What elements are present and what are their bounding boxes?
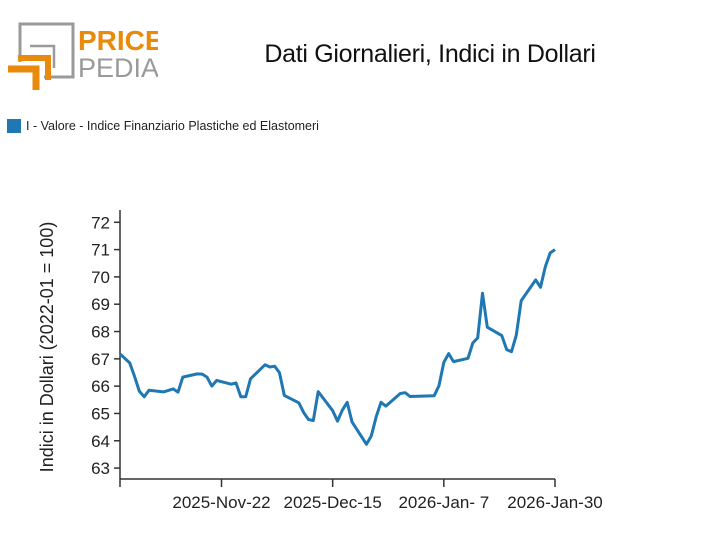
svg-text:PRICE: PRICE xyxy=(78,25,158,56)
axes: 63 64 65 66 67 68 69 70 71 72 2025-Nov-22 2025-Dec-… xyxy=(91,210,603,512)
y-tick-label: 64 xyxy=(91,432,110,451)
legend: I - Valore - Indice Finanziario Plastich… xyxy=(7,119,319,133)
y-tick-label: 67 xyxy=(91,350,110,369)
x-tick-label: 2025-Dec-15 xyxy=(284,493,382,512)
legend-swatch xyxy=(7,119,21,133)
series-line xyxy=(118,248,556,446)
y-tick-label: 69 xyxy=(91,295,110,314)
y-tick-label: 66 xyxy=(91,377,110,396)
y-tick-label: 70 xyxy=(91,268,110,287)
chart-title: Dati Giornalieri, Indici in Dollari xyxy=(264,40,596,68)
y-tick-label: 72 xyxy=(91,213,110,232)
x-tick-label: 2026-Jan- 7 xyxy=(398,493,489,512)
y-tick-label: 63 xyxy=(91,459,110,478)
pricepedia-logo: PRICE PEDIA xyxy=(8,22,158,90)
y-tick-label: 65 xyxy=(91,404,110,423)
y-tick-label: 68 xyxy=(91,323,110,342)
legend-label: I - Valore - Indice Finanziario Plastich… xyxy=(26,119,319,133)
x-tick-label: 2026-Jan-30 xyxy=(507,493,602,512)
svg-text:PEDIA: PEDIA xyxy=(78,53,158,83)
x-tick-label: 2025-Nov-22 xyxy=(172,493,270,512)
y-axis-label: Indici in Dollari (2022-01 = 100) xyxy=(37,222,57,473)
y-tick-label: 71 xyxy=(91,241,110,260)
